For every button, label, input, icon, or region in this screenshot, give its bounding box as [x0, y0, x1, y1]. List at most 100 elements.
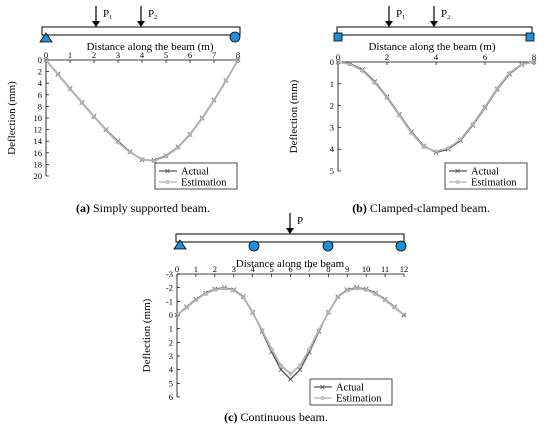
load-arrow-p1-icon — [92, 6, 100, 27]
data-point-estimation — [44, 58, 48, 62]
beam-diagram-c: P Distance along the beam — [173, 213, 407, 270]
data-point-estimation — [316, 328, 321, 332]
caption-a: (a) Simply supported beam. — [76, 201, 210, 215]
y-tick-label: 20 — [34, 171, 43, 181]
y-tick-label: 4 — [330, 144, 335, 154]
data-point-estimation — [260, 328, 265, 332]
load-arrow-p2-icon — [430, 6, 438, 27]
circle-support-icon — [395, 240, 407, 252]
y-tick-label: 2 — [330, 101, 334, 111]
legend-label-actual: Actual — [471, 167, 499, 178]
data-point-estimation — [298, 363, 302, 368]
data-point-estimation — [307, 347, 312, 352]
x-tick-label: 6 — [483, 52, 487, 62]
legend-label-estimation: Estimation — [181, 178, 227, 189]
data-point-estimation — [184, 305, 189, 310]
data-point-estimation — [222, 286, 227, 291]
legend-marker — [455, 168, 460, 174]
circle-support-icon — [322, 240, 334, 252]
caption-c: (c) Continuous beam. — [224, 410, 328, 424]
beam-label-a: Distance along the beam (m) — [86, 41, 213, 53]
data-point-estimation — [203, 291, 208, 296]
y-tick-label: 3 — [169, 351, 173, 361]
legend-label-estimation: Estimation — [471, 178, 517, 189]
x-tick-label: 10 — [362, 264, 371, 274]
data-point-estimation — [507, 70, 512, 75]
y-tick-label: 5 — [330, 166, 334, 176]
data-point-estimation — [372, 80, 377, 85]
data-point-estimation — [458, 137, 463, 142]
data-point-estimation — [269, 347, 274, 352]
data-point-estimation — [348, 62, 353, 67]
panel-c: P Distance along the beam 0 1 2 3 4 5 6 7 8 9 10 11… — [141, 213, 408, 424]
y-tick-label: 14 — [34, 136, 43, 146]
caption-b: (b) Clamped-clamped beam. — [352, 201, 490, 215]
legend-label-actual: Actual — [181, 167, 209, 178]
data-point-estimation — [116, 140, 120, 145]
y-tick-label: 8 — [38, 101, 42, 111]
y-tick-label: 18 — [34, 159, 43, 169]
data-point-estimation — [56, 72, 60, 77]
marker-stroke — [297, 367, 303, 373]
x-tick-label: 8 — [236, 50, 240, 60]
y-axis-label: Deflection (mm) — [288, 79, 300, 153]
legend-marker — [165, 180, 170, 184]
data-point-estimation — [241, 295, 246, 300]
data-point-estimation — [200, 116, 204, 121]
legend-label-estimation: Estimation — [336, 394, 382, 405]
x-tick-label: 1 — [68, 50, 72, 60]
x-tick-label: 9 — [345, 264, 349, 274]
y-tick-label: 5 — [169, 378, 173, 388]
beam-b — [336, 26, 533, 36]
data-point-estimation — [128, 150, 132, 155]
y-tick-label: -3 — [166, 269, 173, 279]
beam-a — [41, 26, 241, 36]
data-point-estimation — [176, 145, 180, 150]
x-tick-label: 3 — [232, 264, 236, 274]
data-point-estimation — [140, 157, 144, 162]
x-tick-label: 0 — [336, 52, 340, 62]
data-point-estimation — [446, 146, 451, 151]
x-tick-label: 5 — [269, 264, 273, 274]
data-point-estimation — [326, 311, 331, 315]
y-tick-label: 6 — [38, 90, 42, 100]
y-tick-label: 0 — [38, 55, 42, 65]
y-tick-label: 6 — [169, 392, 173, 402]
data-point-estimation — [373, 291, 378, 296]
data-point-estimation — [434, 149, 438, 154]
legend-marker — [455, 180, 460, 184]
data-point-actual — [288, 376, 293, 382]
x-tick-label: 8 — [326, 264, 330, 274]
x-tick-label: 7 — [307, 264, 311, 274]
data-point-estimation — [92, 114, 96, 119]
y-tick-label: 4 — [169, 365, 174, 375]
y-tick-label: 3 — [330, 122, 334, 132]
data-point-actual — [297, 367, 303, 373]
panel-b: P1 P2 Distance along the beam (m) 0 2 4 6 80… — [288, 6, 537, 215]
load-label-p1: P1 — [396, 8, 405, 21]
data-point-estimation — [495, 86, 500, 91]
legend-label-actual: Actual — [336, 383, 364, 394]
square-support-right-icon — [525, 32, 535, 42]
circle-support-icon — [229, 31, 241, 43]
y-tick-label: 16 — [34, 148, 43, 158]
load-label-p1: P1 — [103, 8, 112, 21]
legend-box — [309, 378, 393, 406]
x-tick-label: 1 — [194, 264, 198, 274]
plot-b: 0 2 4 6 8 0 1 2 3 4 5 Deflection (mm) ActualEstimati… — [288, 52, 537, 190]
data-point-estimation — [288, 371, 293, 376]
data-point-estimation — [470, 122, 475, 127]
data-point-estimation — [335, 295, 340, 300]
circle-support-icon — [248, 240, 260, 252]
data-point-estimation — [364, 287, 369, 292]
data-point-estimation — [80, 100, 84, 105]
data-point-estimation — [354, 286, 359, 291]
series-line-estimation — [176, 287, 405, 375]
data-point-estimation — [193, 298, 198, 302]
y-tick-label: 1 — [330, 79, 334, 89]
x-tick-label: 12 — [400, 264, 409, 274]
